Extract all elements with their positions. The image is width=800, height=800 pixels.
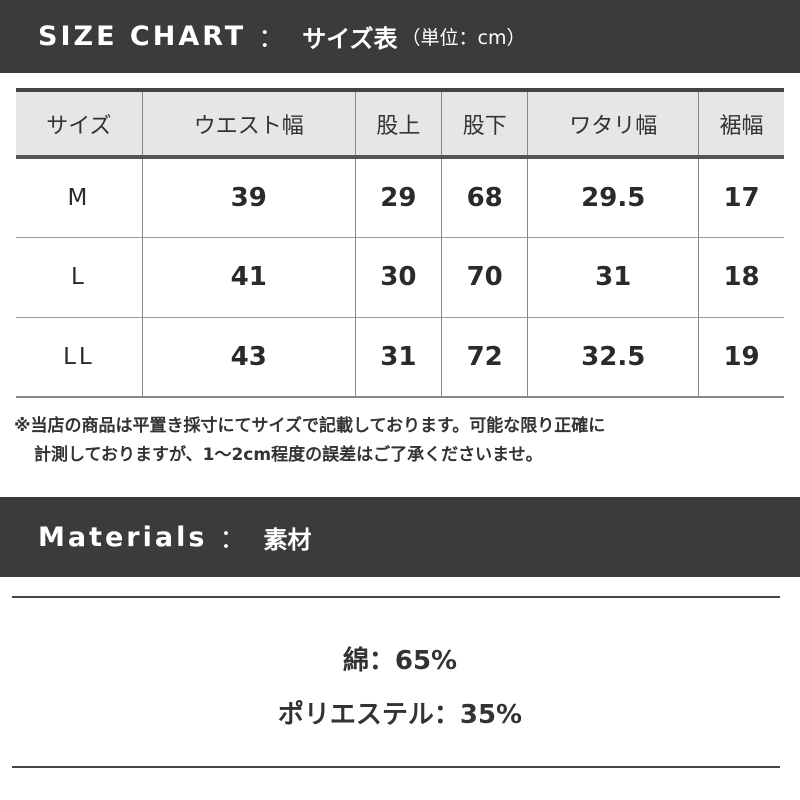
table-row: L 41 30 70 31 18 (16, 237, 784, 317)
value-cell: 72 (441, 317, 529, 397)
material-item: 綿：65% (342, 646, 458, 676)
note-line: 計測しておりますが、1〜2cm程度の誤差はご了承くださいませ。 (34, 445, 543, 465)
value-cell: 29.5 (527, 157, 700, 237)
value-cell: 43 (141, 317, 356, 397)
size-chart-header: SIZE CHART ： サイズ表 （単位：cm） (0, 0, 800, 73)
column-header: サイズ (16, 90, 143, 157)
value-cell: 17 (698, 157, 784, 237)
materials-title-jp: 素材 (263, 525, 312, 554)
materials-header: Materials ： 素材 (0, 497, 800, 577)
column-header: 股下 (441, 90, 529, 157)
size-cell: LL (16, 317, 143, 397)
divider (12, 766, 780, 768)
column-header: 裾幅 (719, 113, 764, 139)
value-cell: 32.5 (527, 317, 700, 397)
size-chart-title-jp: サイズ表 (302, 25, 398, 53)
table-row: LL 43 31 72 32.5 19 (16, 317, 784, 397)
measurement-note: ※当店の商品は平置き採寸にてサイズで記載しております。可能な限り正確に 計測して… (14, 412, 605, 470)
material-item: ポリエステル：35% (277, 700, 523, 730)
value-cell: 39 (141, 157, 356, 237)
table-row: M 39 29 68 29.5 17 (16, 157, 784, 237)
value-cell: 31 (354, 317, 443, 397)
value-cell: 19 (698, 317, 784, 397)
size-cell: M (16, 157, 143, 237)
column-header: ワタリ幅 (527, 90, 700, 157)
divider (12, 596, 780, 598)
size-table: サイズ ウエスト幅 股上 股下 ワタリ幅 裾幅 M 39 29 68 29.5 17 L 41… (16, 88, 784, 398)
size-chart-title-en: SIZE CHART (38, 21, 247, 52)
note-line: ※当店の商品は平置き採寸にてサイズで記載しております。可能な限り正確に (14, 416, 606, 436)
materials-title-en: Materials (38, 521, 208, 553)
value-cell: 41 (141, 237, 356, 317)
size-cell: L (16, 237, 143, 317)
value-cell: 31 (527, 237, 700, 317)
value-cell: 68 (441, 157, 529, 237)
value-cell: 30 (354, 237, 443, 317)
column-header: ウエスト幅 (142, 90, 356, 157)
value-cell: 29 (354, 157, 443, 237)
value-cell: 70 (441, 237, 529, 317)
title-separator: ： (219, 524, 246, 555)
value-cell: 18 (698, 237, 784, 317)
unit-label: （単位：cm） (401, 27, 526, 49)
column-header: 股上 (355, 90, 443, 157)
table-header-row: サイズ ウエスト幅 股上 股下 ワタリ幅 裾幅 (16, 90, 784, 157)
title-separator: ： (258, 24, 285, 54)
